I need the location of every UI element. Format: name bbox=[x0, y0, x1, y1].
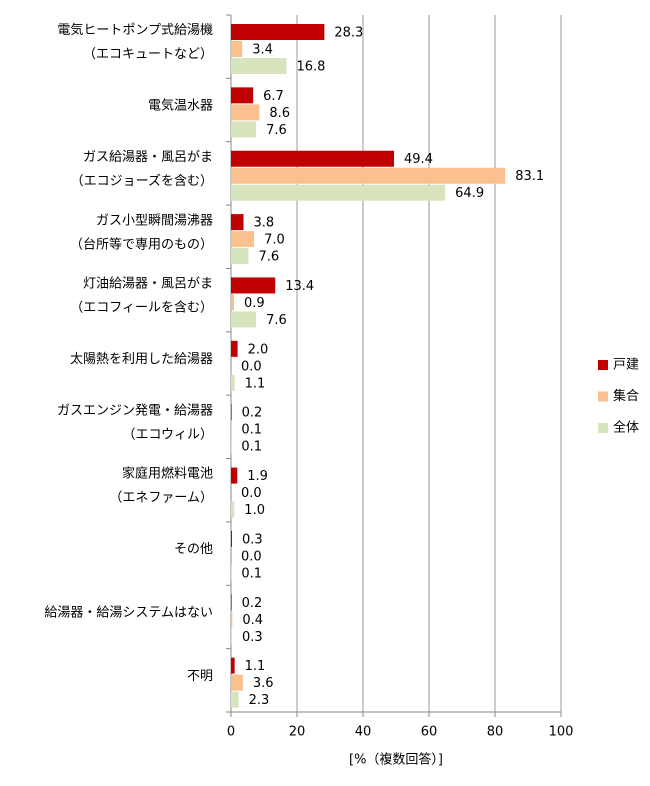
y-tick-label: 電気温水器 bbox=[148, 98, 213, 114]
x-tick-label: 60 bbox=[421, 725, 438, 740]
y-tick-label: ガスエンジン発電・給湯器 bbox=[57, 403, 213, 418]
bar bbox=[231, 675, 243, 691]
y-tick-label: ガス小型瞬間湯沸器 bbox=[96, 213, 213, 228]
value-label: 2.0 bbox=[248, 342, 269, 357]
legend-label: 集合 bbox=[613, 388, 639, 404]
x-tick-label: 100 bbox=[549, 725, 574, 740]
bar bbox=[231, 341, 238, 357]
bar bbox=[231, 375, 235, 391]
y-tick-label: 不明 bbox=[187, 669, 213, 684]
bar bbox=[231, 277, 275, 293]
bar bbox=[231, 121, 256, 137]
value-label: 0.0 bbox=[241, 549, 262, 564]
bar bbox=[231, 248, 248, 264]
legend-swatch bbox=[598, 360, 608, 370]
bar bbox=[231, 628, 232, 644]
legend-swatch bbox=[598, 392, 608, 402]
bar bbox=[231, 231, 254, 247]
value-label: 7.6 bbox=[266, 123, 287, 138]
bar bbox=[231, 87, 253, 103]
value-label: 64.9 bbox=[455, 186, 484, 201]
bar bbox=[231, 41, 242, 57]
value-label: 3.6 bbox=[253, 676, 274, 691]
bar bbox=[231, 104, 259, 120]
bar bbox=[231, 658, 235, 674]
y-tick-label: （エコジョーズを含む） bbox=[71, 173, 213, 189]
bar bbox=[231, 168, 505, 184]
value-label: 7.6 bbox=[266, 313, 287, 328]
bar bbox=[231, 594, 232, 610]
x-tick-label: 40 bbox=[355, 725, 372, 740]
bar bbox=[231, 611, 232, 627]
bar bbox=[231, 24, 324, 40]
value-label: 83.1 bbox=[515, 169, 544, 184]
value-label: 2.3 bbox=[249, 693, 270, 708]
value-label: 1.1 bbox=[245, 376, 266, 391]
value-label: 0.4 bbox=[242, 613, 263, 628]
bar bbox=[231, 468, 237, 484]
y-tick-label: （エコウィル） bbox=[123, 427, 213, 442]
value-label: 0.3 bbox=[242, 532, 263, 547]
y-tick-label: （台所等で専用のもの） bbox=[70, 236, 213, 252]
value-label: 1.1 bbox=[245, 659, 266, 674]
y-tick-label: （エコキュートなど） bbox=[83, 47, 213, 62]
value-label: 16.8 bbox=[296, 60, 325, 75]
legend-label: 戸建 bbox=[613, 358, 639, 373]
bar bbox=[231, 531, 232, 547]
value-label: 0.1 bbox=[241, 566, 262, 581]
value-label: 49.4 bbox=[404, 152, 433, 167]
x-axis-label: [%（複数回答）] bbox=[349, 752, 443, 768]
x-tick-label: 80 bbox=[487, 725, 504, 740]
value-label: 8.6 bbox=[269, 106, 290, 121]
legend-label: 全体 bbox=[613, 420, 639, 436]
y-tick-label: 家庭用燃料電池 bbox=[122, 466, 213, 482]
value-label: 0.2 bbox=[242, 406, 263, 421]
value-label: 0.2 bbox=[242, 596, 263, 611]
bar bbox=[231, 692, 239, 708]
value-label: 0.1 bbox=[241, 423, 262, 438]
x-tick-label: 20 bbox=[289, 725, 306, 740]
value-label: 7.0 bbox=[264, 233, 285, 248]
y-tick-label: （エネファーム） bbox=[109, 491, 213, 506]
bar bbox=[231, 294, 234, 310]
bar bbox=[231, 151, 394, 167]
value-label: 0.0 bbox=[241, 486, 262, 501]
x-tick-label: 0 bbox=[227, 725, 235, 740]
value-label: 0.0 bbox=[241, 359, 262, 374]
value-label: 3.8 bbox=[254, 216, 275, 231]
value-label: 3.4 bbox=[252, 43, 273, 58]
bar bbox=[231, 214, 244, 230]
bar bbox=[231, 58, 286, 74]
y-tick-label: その他 bbox=[174, 542, 213, 557]
y-tick-label: 太陽熱を利用した給湯器 bbox=[70, 352, 213, 367]
value-label: 6.7 bbox=[263, 89, 284, 104]
value-label: 28.3 bbox=[334, 26, 363, 41]
value-label: 1.9 bbox=[247, 469, 268, 484]
value-label: 7.6 bbox=[258, 250, 279, 265]
y-tick-label: 給湯器・給湯システムはない bbox=[44, 605, 213, 620]
bar bbox=[231, 311, 256, 327]
value-label: 1.0 bbox=[244, 503, 265, 518]
bar bbox=[231, 404, 232, 420]
y-tick-label: 電気ヒートポンプ式給湯機 bbox=[57, 22, 213, 38]
y-tick-label: （エコフィールを含む） bbox=[70, 300, 213, 316]
value-label: 0.1 bbox=[241, 440, 262, 455]
y-tick-label: ガス給湯器・風呂がま bbox=[83, 150, 213, 165]
value-label: 0.3 bbox=[242, 630, 263, 645]
value-label: 13.4 bbox=[285, 279, 314, 294]
bar bbox=[231, 185, 445, 201]
legend-swatch bbox=[598, 423, 608, 433]
y-tick-label: 灯油給湯器・風呂がま bbox=[83, 277, 213, 292]
value-label: 0.9 bbox=[244, 296, 265, 311]
bar bbox=[231, 502, 234, 518]
